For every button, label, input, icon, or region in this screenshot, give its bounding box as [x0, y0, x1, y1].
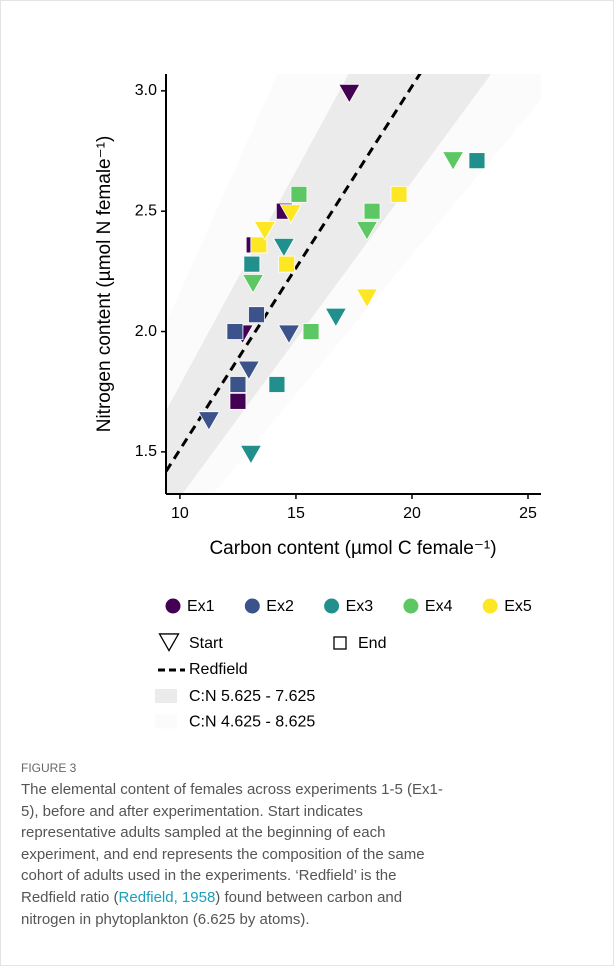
- caption-text: Redfield ratio (: [21, 889, 119, 906]
- end-point: [302, 323, 320, 340]
- caption-line: Redfield ratio (Redfield, 1958) found be…: [21, 889, 402, 906]
- start-point: [253, 221, 277, 241]
- ratio-band: [166, 74, 492, 494]
- start-point: [277, 324, 301, 345]
- caption-line: The elemental content of females across …: [21, 781, 443, 798]
- x-axis-label: Carbon content (µmol C female⁻¹): [209, 538, 496, 559]
- legend-start-symbol: [158, 633, 180, 652]
- y-tick-label: 3.0: [135, 82, 157, 99]
- end-point: [229, 392, 247, 410]
- legend-label: C:N 5.625 - 7.625: [189, 688, 315, 705]
- legend-band-swatch: [155, 714, 177, 729]
- legend-label: Redfield: [189, 661, 248, 678]
- start-point: [279, 204, 303, 224]
- start-point: [272, 237, 296, 258]
- start-point: [237, 360, 261, 381]
- link[interactable]: Redfield, 1958: [118, 889, 216, 906]
- end-point: [226, 323, 244, 340]
- end-point: [248, 306, 265, 324]
- legend-end-symbol: [333, 636, 347, 650]
- caption-text: nitrogen in phytoplankton (6.625 by atom…: [21, 910, 310, 928]
- end-point: [468, 152, 486, 170]
- caption-line: cohort of adults used in the experiments…: [21, 867, 396, 884]
- x-tick-label: 10: [171, 505, 189, 522]
- legend-label: Ex1: [187, 598, 215, 615]
- start-point: [239, 444, 263, 465]
- end-point: [363, 202, 381, 220]
- end-point: [268, 376, 286, 393]
- x-tick-label: 15: [287, 505, 305, 522]
- end-point: [278, 255, 296, 273]
- redfield-line: [166, 74, 422, 473]
- start-point: [355, 221, 379, 241]
- caption-text: The elemental content of females across …: [21, 781, 443, 798]
- end-point: [390, 185, 408, 203]
- ratio-band: [166, 74, 541, 494]
- legend-band-swatch: [155, 689, 177, 703]
- y-tick-label: 1.5: [135, 443, 157, 460]
- caption-line: 5), before and after experimentation. St…: [21, 803, 363, 820]
- caption-text: representative adults sampled at the beg…: [21, 824, 386, 842]
- y-axis-label: Nitrogen content (µmol N female⁻¹): [94, 136, 115, 433]
- end-point: [243, 255, 261, 273]
- end-point: [290, 185, 308, 203]
- end-point: [229, 376, 247, 393]
- y-tick-label: 2.5: [135, 202, 157, 219]
- start-point: [355, 288, 379, 309]
- caption-text: ) found between carbon and: [215, 889, 403, 906]
- y-tick-label: 2.0: [135, 323, 157, 340]
- legend-label: Ex3: [346, 598, 374, 615]
- start-point: [441, 151, 465, 171]
- caption-text: experiment, and end represents the compo…: [21, 845, 425, 863]
- figure-label: FIGURE 3: [21, 761, 77, 775]
- legend-swatch: [165, 598, 181, 614]
- legend-swatch: [324, 598, 340, 614]
- legend-label: C:N 4.625 - 8.625: [189, 714, 315, 731]
- legend-label: Ex2: [266, 598, 294, 615]
- caption-text: 5), before and after experimentation. St…: [21, 802, 363, 820]
- chart: Carbon content (µmol C female⁻¹) Nitroge…: [94, 74, 541, 731]
- caption-line: nitrogen in phytoplankton (6.625 by atom…: [21, 911, 310, 928]
- legend-label: Ex5: [504, 598, 532, 615]
- caption-text: cohort of adults used in the experiments…: [21, 867, 397, 885]
- start-point: [197, 411, 221, 431]
- legend-label: Start: [189, 635, 223, 652]
- caption-line: experiment, and end represents the compo…: [21, 846, 425, 863]
- start-point: [338, 83, 361, 104]
- legend-swatch: [482, 598, 498, 614]
- legend-swatch: [244, 598, 260, 614]
- start-point: [241, 274, 265, 294]
- x-tick-label: 20: [403, 505, 421, 522]
- end-point: [250, 236, 268, 254]
- legend-swatch: [403, 598, 419, 614]
- start-point: [324, 307, 348, 328]
- legend-label: End: [358, 635, 386, 652]
- legend-label: Ex4: [425, 598, 453, 615]
- caption-line: representative adults sampled at the beg…: [21, 824, 385, 841]
- x-tick-label: 25: [519, 505, 537, 522]
